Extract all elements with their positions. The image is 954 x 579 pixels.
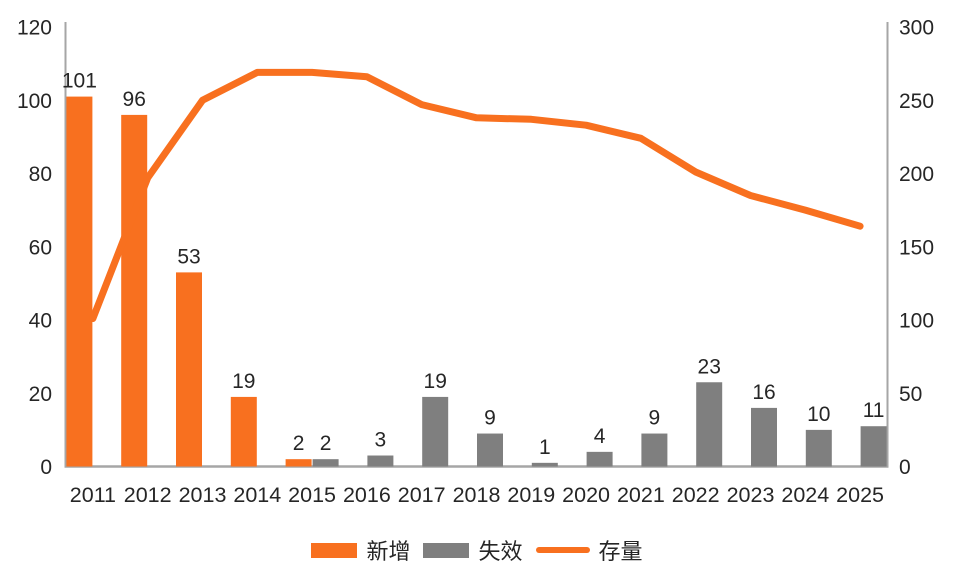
legend-swatch-new-bar-icon — [311, 542, 358, 558]
bar-label-expired-2023: 16 — [752, 381, 775, 404]
bar-label-new-2015: 2 — [293, 432, 305, 455]
y-axis-left-tick-label: 100 — [17, 90, 52, 113]
bar-label-new-2014: 19 — [232, 370, 255, 393]
bar-label-expired-2022: 23 — [698, 355, 721, 378]
combo-chart: 0 20 40 60 80 100 120 0 50 100 150 200 250 300 2011 201… — [17, 17, 934, 508]
legend-label-expired: 失效 — [478, 539, 523, 564]
bar-label-expired-2020: 4 — [594, 425, 606, 448]
y-axis-right-tick-label: 250 — [899, 90, 934, 113]
bar-expired-2020 — [586, 451, 613, 467]
x-axis-label-2012: 2012 — [124, 483, 172, 507]
y-axis-right-tick-label: 300 — [899, 17, 934, 40]
bar-expired-2017 — [422, 396, 449, 467]
bar-expired-2015 — [312, 459, 339, 467]
y-axis-left-tick-label: 20 — [29, 383, 52, 406]
y-axis-left-tick-label: 80 — [29, 163, 52, 186]
legend-item-new: 新增 — [311, 534, 410, 566]
y-axis-left-tick-label: 120 — [17, 17, 52, 40]
legend-swatch-stock-line-icon — [535, 547, 590, 553]
y-axis-right-tick-label: 0 — [899, 456, 911, 479]
bar-expired-2025 — [860, 426, 887, 467]
line-stock — [89, 68, 864, 322]
legend: 新增 失效 存量 — [0, 534, 954, 566]
bar-new-2011 — [66, 96, 93, 467]
bar-label-expired-2021: 9 — [649, 407, 661, 430]
bar-expired-2018 — [477, 433, 503, 467]
bar-label-new-2012: 96 — [123, 88, 146, 111]
x-axis-label-2024: 2024 — [781, 483, 829, 507]
bar-expired-2024 — [805, 429, 832, 467]
legend-label-new: 新增 — [366, 539, 411, 564]
y-axis-right-tick-label: 100 — [899, 310, 934, 333]
y-axis-right-tick-label: 200 — [899, 163, 934, 186]
bar-label-expired-2024: 10 — [807, 403, 830, 426]
legend-item-expired: 失效 — [423, 534, 523, 566]
x-axis-label-2013: 2013 — [179, 483, 227, 507]
legend-label-stock: 存量 — [598, 539, 643, 564]
x-axis-label-2015: 2015 — [288, 483, 336, 507]
x-axis-label-2021: 2021 — [617, 483, 665, 507]
y-axis-right-tick-label: 50 — [899, 383, 922, 406]
x-axis-label-2014: 2014 — [233, 483, 281, 507]
x-axis-label-2011: 2011 — [70, 483, 116, 507]
bar-label-expired-2019: 1 — [539, 436, 551, 459]
bar-label-expired-2015: 2 — [320, 432, 332, 455]
legend-item-stock: 存量 — [535, 534, 643, 566]
bar-expired-2023 — [751, 407, 777, 467]
x-axis-label-2023: 2023 — [727, 483, 775, 507]
legend-swatch-expired-bar-icon — [423, 542, 470, 558]
x-axis-label-2022: 2022 — [672, 483, 720, 507]
bar-expired-2019 — [531, 462, 558, 467]
bar-expired-2016 — [367, 455, 394, 467]
bar-label-new-2013: 53 — [177, 245, 200, 268]
bar-new-2012 — [121, 114, 148, 467]
x-axis-label-2017: 2017 — [398, 483, 446, 507]
bar-expired-2022 — [696, 382, 723, 467]
x-axis-label-2016: 2016 — [343, 483, 391, 507]
x-axis-label-2025: 2025 — [836, 483, 884, 507]
x-axis-label-2019: 2019 — [507, 483, 555, 507]
bar-new-2013 — [176, 272, 202, 467]
y-axis-left-tick-label: 40 — [29, 310, 52, 333]
y-axis-right-tick-label: 150 — [899, 236, 934, 259]
bar-label-new-2011: 101 — [62, 70, 97, 93]
bar-new-2015 — [285, 459, 312, 467]
y-axis-left-tick-label: 60 — [29, 236, 52, 259]
bar-label-expired-2025: 11 — [863, 399, 885, 422]
bar-label-expired-2018: 9 — [484, 407, 496, 430]
bar-label-expired-2017: 19 — [424, 370, 447, 393]
bar-new-2014 — [230, 396, 257, 467]
bar-label-expired-2016: 3 — [375, 429, 387, 452]
bar-expired-2021 — [641, 433, 668, 467]
x-axis-label-2020: 2020 — [562, 483, 610, 507]
y-axis-left-tick-label: 0 — [40, 456, 52, 479]
x-axis-label-2018: 2018 — [453, 483, 501, 507]
